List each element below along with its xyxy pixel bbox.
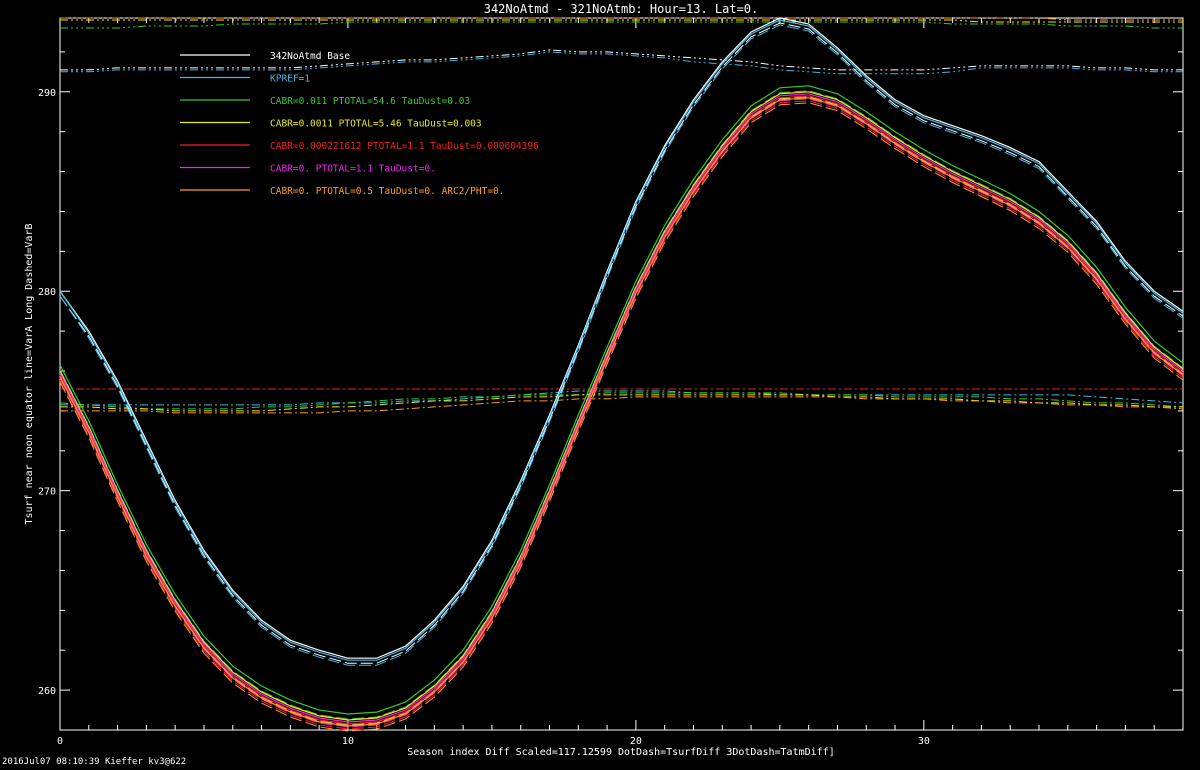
diff-line-tatmdiff (60, 21, 1183, 29)
legend-label: CABR=0.011 PTOTAL=54.6 TauDust=0.03 (270, 96, 470, 107)
y-tick-label: 290 (38, 88, 56, 99)
x-tick-label: 30 (918, 736, 930, 747)
series-line-varb (59, 98, 1184, 728)
series-line (59, 93, 1184, 723)
series-group (59, 17, 1184, 732)
diff-line-tsurfdiff (60, 390, 1184, 406)
diff-line-tatmdiff (60, 49, 1183, 71)
legend-label: CABR=0.0011 PTOTAL=5.46 TauDust=0.003 (270, 119, 482, 130)
y-tick-label: 270 (38, 487, 56, 498)
series-line (59, 19, 1184, 661)
x-tick-label: 10 (342, 736, 354, 747)
diff-line-tatmdiff (60, 51, 1183, 75)
legend-label: CABR=0.000221612 PTOTAL=1.1 TauDust=0.00… (270, 141, 539, 152)
legend-label: 342NoAtmd Base (270, 51, 350, 62)
x-tick-label: 20 (630, 736, 642, 747)
y-tick-label: 280 (38, 287, 56, 298)
series-line-varb (59, 96, 1184, 726)
diff-line-tatmdiff (60, 17, 1183, 21)
series-line-varb (59, 100, 1184, 730)
series-line (59, 85, 1184, 715)
y-tick-label: 260 (38, 686, 56, 697)
legend-label: CABR=0. PTOTAL=0.5 TauDust=0. ARC2/PHT=0… (270, 186, 505, 197)
chart-title: 342NoAtmd - 321NoAtmb: Hour=13. Lat=0. (484, 2, 759, 16)
series-line-varb (59, 102, 1184, 732)
legend: 342NoAtmd Base KPREF=1 CABR=0.011 PTOTAL=5… (180, 51, 539, 197)
series-line-varb (59, 90, 1184, 720)
y-axis-label: Tsurf near noon equator line=VarA Long D… (24, 223, 35, 524)
x-tick-label: 0 (57, 736, 63, 747)
plot-frame (59, 17, 1184, 731)
series-line-varb (59, 24, 1184, 666)
series-line (59, 95, 1184, 725)
diff-series-group (59, 17, 1184, 414)
series-line (59, 91, 1184, 721)
legend-label: CABR=0. PTOTAL=1.1 TauDust=0. (270, 164, 436, 175)
diff-line-tsurfdiff (59, 392, 1184, 410)
series-line (59, 17, 1184, 659)
x-axis-label: Season index Diff Scaled=117.12599 DotDa… (407, 747, 834, 758)
diff-line-tsurfdiff (60, 394, 1183, 412)
axes: 0 10 20 30 260 270 280 290 (38, 18, 1184, 747)
timestamp-footer: 2016Jul07 08:10:39 Kieffer kv3@622 (2, 757, 187, 767)
series-line-varb (59, 22, 1184, 664)
legend-label: KPREF=1 (270, 74, 310, 85)
series-line (59, 97, 1184, 727)
diff-line-tsurfdiff (60, 396, 1184, 414)
diff-line-tatmdiff (60, 19, 1183, 23)
